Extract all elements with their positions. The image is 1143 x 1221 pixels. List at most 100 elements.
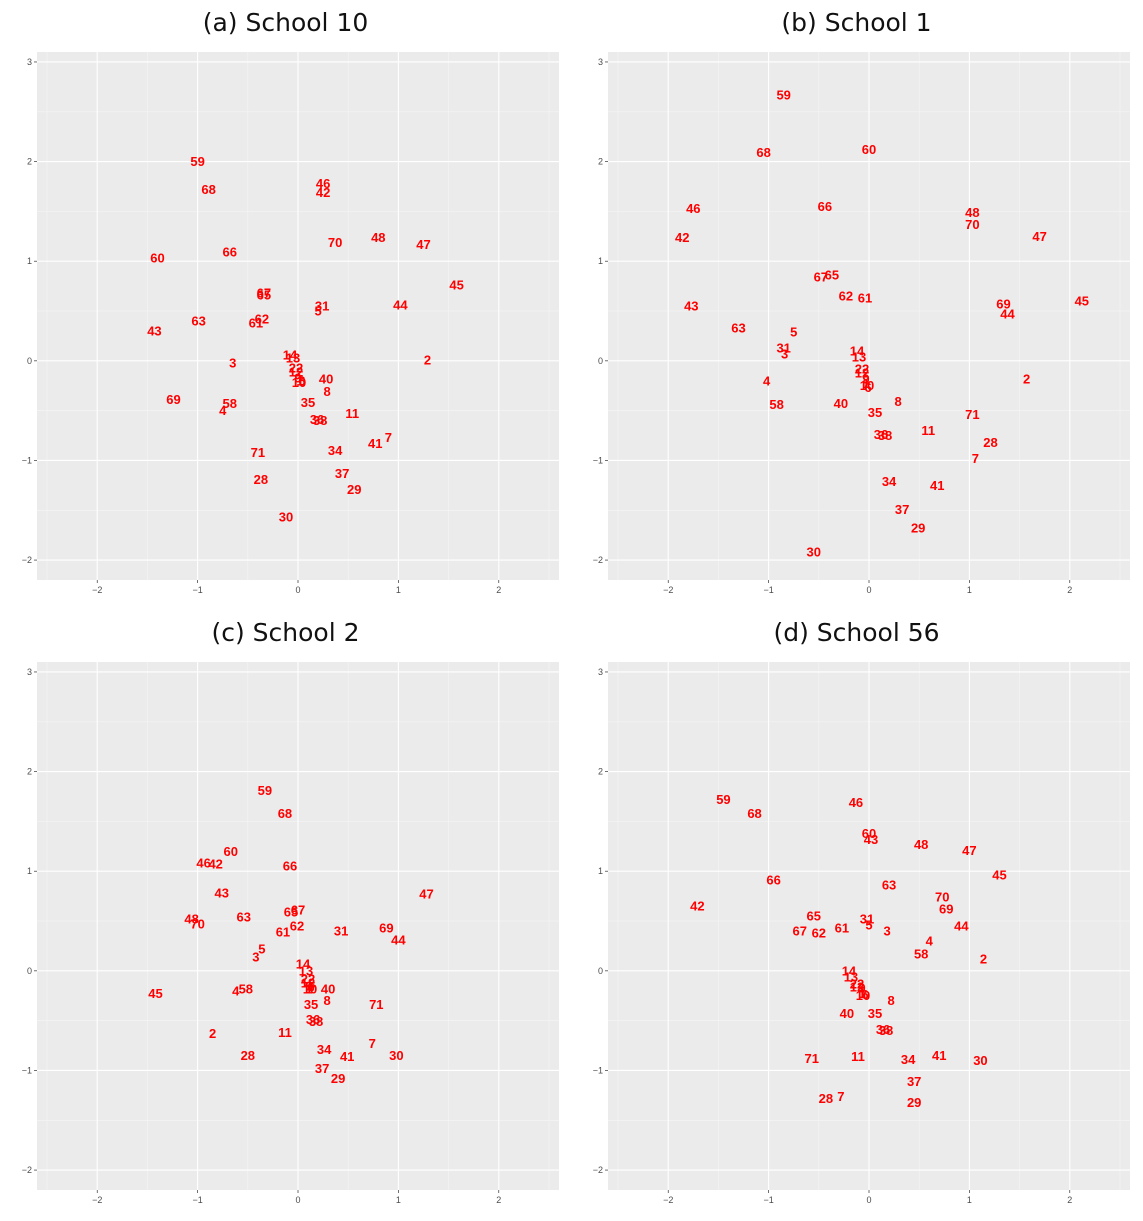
point-label: 58: [239, 981, 253, 996]
point-label: 66: [283, 859, 297, 874]
point-label: 38: [313, 413, 327, 428]
point-label: 63: [237, 910, 251, 925]
point-label: 61: [835, 920, 849, 935]
point-label: 34: [317, 1042, 332, 1057]
point-label: 65: [807, 909, 821, 924]
point-label: 37: [907, 1074, 921, 1089]
point-label: 14: [296, 956, 311, 971]
point-label: 63: [191, 313, 205, 328]
point-label: 71: [805, 1051, 819, 1066]
point-label: 69: [996, 297, 1010, 312]
point-label: 63: [731, 320, 745, 335]
point-label: 40: [834, 396, 848, 411]
point-label: 1: [862, 376, 869, 391]
y-tick-label: 3: [598, 667, 603, 677]
point-label: 13: [299, 963, 313, 978]
point-label: 47: [419, 887, 433, 902]
point-label: 35: [868, 1006, 882, 1021]
point-label: 43: [214, 886, 228, 901]
point-label: 30: [279, 510, 293, 525]
point-label: 14: [283, 347, 298, 362]
point-label: 3: [229, 355, 236, 370]
point-label: 71: [369, 997, 383, 1012]
point-label: 45: [449, 278, 463, 293]
point-label: 71: [965, 407, 979, 422]
point-label: 46: [316, 176, 330, 191]
x-tick-label: 0: [866, 585, 871, 595]
point-label: 35: [301, 395, 315, 410]
point-label: 7: [385, 430, 392, 445]
x-tick-label: −1: [192, 585, 202, 595]
point-label: 60: [862, 826, 876, 841]
y-tick-label: 0: [598, 966, 603, 976]
point-label: 68: [201, 182, 215, 197]
point-label: 70: [935, 890, 949, 905]
point-label: 61: [249, 315, 263, 330]
x-tick-label: 1: [967, 1195, 972, 1205]
point-label: 60: [150, 251, 164, 266]
point-label: 3: [883, 923, 890, 938]
point-label: 2: [424, 352, 431, 367]
x-tick-label: 2: [1067, 585, 1072, 595]
x-tick-label: 1: [396, 585, 401, 595]
point-label: 48: [371, 230, 385, 245]
point-label: 48: [965, 205, 979, 220]
point-label: 9: [305, 978, 312, 993]
point-label: 43: [147, 323, 161, 338]
y-tick-label: 3: [598, 57, 603, 67]
y-tick-label: 2: [598, 767, 603, 777]
point-label: 10: [856, 988, 870, 1003]
point-label: 11: [921, 423, 935, 438]
point-label: 30: [389, 1048, 403, 1063]
panel-c: (c) School 2 −2 −1 0 1 2 −2 −1 0 1 2 3 59 68 60 46 42 66…: [0, 610, 571, 1220]
point-label: 69: [379, 920, 393, 935]
point-label: 63: [882, 878, 896, 893]
point-label: 6: [864, 380, 871, 395]
point-label: 48: [184, 912, 198, 927]
point-label: 14: [842, 963, 857, 978]
point-label: 67: [793, 923, 807, 938]
y-tick-label: −1: [593, 1065, 603, 1075]
point-label: 67: [814, 270, 828, 285]
x-tick-label: 2: [496, 585, 501, 595]
point-label: 28: [254, 472, 268, 487]
point-label: 34: [328, 443, 343, 458]
point-label: 44: [1000, 307, 1015, 322]
y-tick-label: 1: [27, 256, 32, 266]
point-label: 59: [716, 792, 730, 807]
point-label: 36: [874, 427, 888, 442]
point-label: 45: [1075, 294, 1089, 309]
point-label: 70: [328, 235, 342, 250]
point-label: 22: [855, 361, 869, 376]
point-label: 22: [301, 971, 315, 986]
point-label: 30: [973, 1053, 987, 1068]
point-label: 60: [224, 844, 238, 859]
point-label: 62: [255, 311, 269, 326]
point-label: 37: [315, 1061, 329, 1076]
y-tick-label: 1: [27, 866, 32, 876]
point-label: 13: [286, 350, 300, 365]
point-label: 1: [858, 986, 865, 1001]
x-tick-label: 0: [295, 1195, 300, 1205]
point-label: 8: [323, 993, 330, 1008]
point-label: 66: [223, 245, 237, 260]
point-label: 61: [858, 291, 872, 306]
point-label: 7: [972, 451, 979, 466]
panel-b: (b) School 1 −2 −1 0 1 2 −2 −1 0 1 2 3 59 60 68 46 66 48…: [571, 0, 1142, 610]
point-label: 5: [790, 324, 797, 339]
x-tick-label: −2: [663, 1195, 673, 1205]
point-label: 58: [769, 397, 783, 412]
point-label: 67: [291, 903, 305, 918]
x-tick-label: 1: [396, 1195, 401, 1205]
point-label: 30: [807, 545, 821, 560]
point-label: 62: [839, 289, 853, 304]
point-label: 31: [776, 340, 790, 355]
point-label: 47: [962, 843, 976, 858]
point-label: 1: [296, 373, 303, 388]
point-label: 34: [901, 1052, 916, 1067]
point-label: 46: [686, 201, 700, 216]
point-label: 8: [894, 394, 901, 409]
